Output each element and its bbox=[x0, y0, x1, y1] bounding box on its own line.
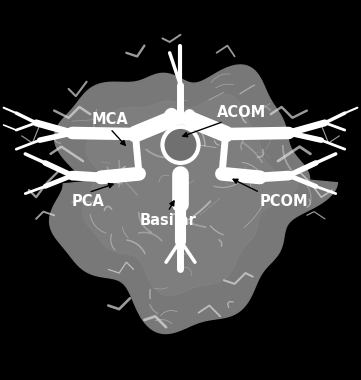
Text: MCA: MCA bbox=[92, 112, 129, 127]
Text: ACOM: ACOM bbox=[217, 105, 266, 120]
Ellipse shape bbox=[162, 127, 199, 163]
Text: Basilar: Basilar bbox=[139, 213, 196, 228]
Ellipse shape bbox=[183, 109, 196, 127]
Polygon shape bbox=[49, 65, 338, 334]
Polygon shape bbox=[82, 94, 298, 296]
Ellipse shape bbox=[163, 108, 179, 128]
Text: PCOM: PCOM bbox=[260, 194, 309, 209]
Text: PCA: PCA bbox=[72, 194, 105, 209]
